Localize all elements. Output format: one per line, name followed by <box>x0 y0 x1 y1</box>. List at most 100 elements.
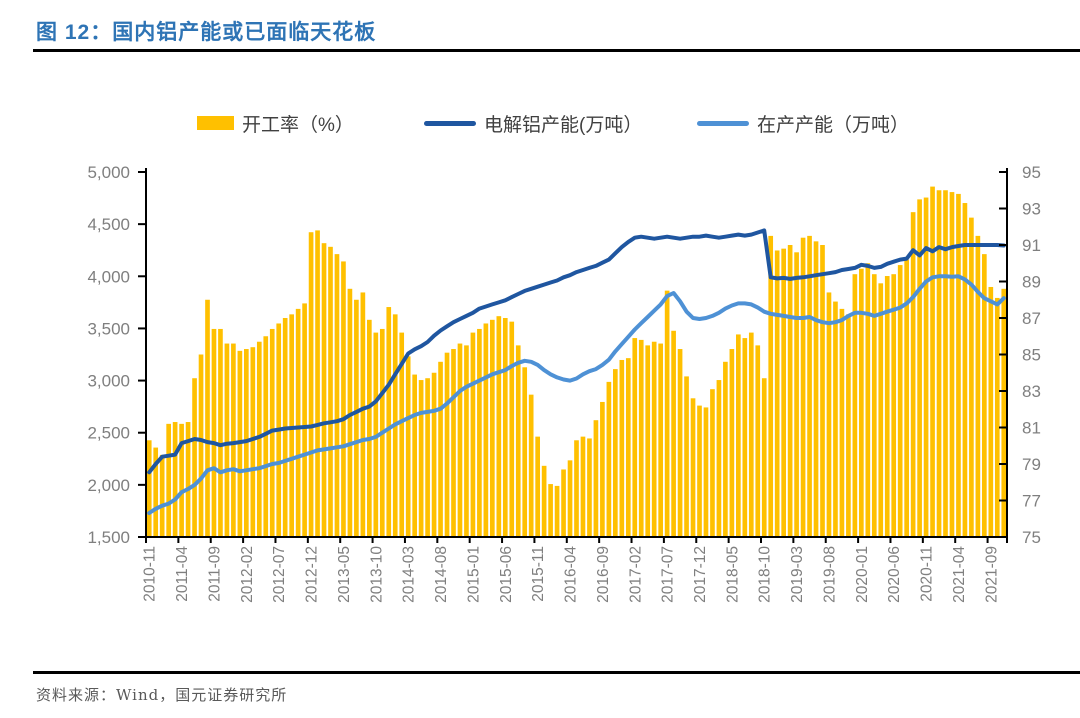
bar <box>192 378 197 537</box>
x-axis-label: 2011-04 <box>174 546 191 602</box>
legend-darkline-swatch <box>424 120 476 126</box>
bar <box>988 286 994 537</box>
bar <box>354 299 359 537</box>
x-axis-label: 2011-09 <box>207 546 224 602</box>
x-axis-label: 2018-10 <box>757 546 774 603</box>
bar <box>891 274 897 537</box>
bar <box>399 332 405 537</box>
right-axis-label: 79 <box>1022 455 1041 474</box>
bar <box>930 186 935 537</box>
bar <box>710 389 715 537</box>
bar <box>975 235 981 538</box>
bar <box>651 341 657 537</box>
legend-label: 电解铝产能(万吨） <box>484 114 643 136</box>
bar <box>302 303 307 537</box>
bar <box>490 319 495 537</box>
left-axis-label: 4,500 <box>87 215 130 234</box>
bar <box>613 369 618 537</box>
bar <box>185 422 191 537</box>
x-axis-label: 2013-10 <box>368 546 385 603</box>
bar <box>496 316 502 537</box>
bar <box>697 405 702 537</box>
bar <box>865 263 871 537</box>
x-axis-label: 2010-11 <box>142 546 159 602</box>
bar <box>535 436 540 538</box>
legend-bar-swatch <box>197 116 234 130</box>
right-axis-label: 89 <box>1022 273 1041 292</box>
bar <box>412 374 417 537</box>
bar <box>198 354 204 537</box>
x-axis-label: 2015-06 <box>498 546 515 603</box>
bar <box>761 378 767 537</box>
bar <box>871 274 877 537</box>
x-axis-label: 2017-07 <box>660 546 677 603</box>
legend-item-operating-rate: 开工率（%） <box>197 110 354 136</box>
bar <box>522 367 528 537</box>
bar <box>166 423 171 537</box>
bar <box>800 237 806 537</box>
bar <box>470 332 476 537</box>
bar <box>321 243 327 537</box>
bar <box>483 323 489 537</box>
legend-label: 开工率（%） <box>242 114 354 136</box>
bar <box>684 376 689 537</box>
bar <box>774 250 780 537</box>
bar <box>386 307 392 537</box>
x-axis-label: 2012-02 <box>239 546 256 603</box>
bar <box>438 361 443 537</box>
bar <box>231 343 236 537</box>
x-axis-label: 2014-03 <box>401 546 418 603</box>
bar <box>509 321 515 537</box>
right-axis-label: 75 <box>1022 528 1041 547</box>
x-axis-label: 2015-11 <box>530 546 547 602</box>
bar <box>910 212 916 537</box>
bar <box>826 292 832 537</box>
bar <box>425 378 430 537</box>
title-underline <box>33 49 1080 52</box>
bar <box>787 245 793 537</box>
bar <box>308 232 314 537</box>
left-axis-label: 2,500 <box>87 424 130 443</box>
operating-capacity-line <box>147 274 1006 515</box>
source-note: 资料来源：Wind，国元证券研究所 <box>36 686 288 704</box>
bar <box>781 248 786 537</box>
bar <box>742 338 748 537</box>
bar <box>755 345 761 538</box>
bar <box>250 347 256 537</box>
right-axis-label: 91 <box>1022 236 1041 255</box>
bar <box>619 359 625 537</box>
bar <box>146 440 152 537</box>
bar <box>794 252 799 538</box>
bar <box>923 197 929 538</box>
right-axis-label: 83 <box>1022 382 1041 401</box>
bar <box>664 290 670 538</box>
bar <box>632 338 638 537</box>
bar <box>593 420 599 537</box>
x-axis-label: 2021-04 <box>951 546 968 603</box>
bar <box>846 314 851 537</box>
bar <box>820 245 825 537</box>
x-axis-label: 2019-08 <box>822 546 839 603</box>
bar <box>982 254 987 538</box>
right-axis-label: 87 <box>1022 309 1041 328</box>
bar <box>334 254 340 538</box>
x-axis-label: 2020-06 <box>886 546 903 603</box>
bar <box>328 246 333 537</box>
bar <box>218 328 223 537</box>
bar <box>1001 288 1007 537</box>
bar <box>405 356 411 537</box>
left-axis-label: 3,000 <box>87 372 130 391</box>
bar <box>224 343 230 537</box>
bar <box>431 372 437 537</box>
left-axis-label: 3,500 <box>87 319 130 338</box>
bar <box>574 440 579 537</box>
bar <box>716 380 722 537</box>
bar <box>956 193 961 537</box>
x-axis-label: 2016-04 <box>563 546 580 603</box>
bar <box>943 190 948 537</box>
bar <box>464 345 469 538</box>
bar <box>153 447 159 537</box>
bar <box>677 349 683 537</box>
bar <box>606 381 612 538</box>
